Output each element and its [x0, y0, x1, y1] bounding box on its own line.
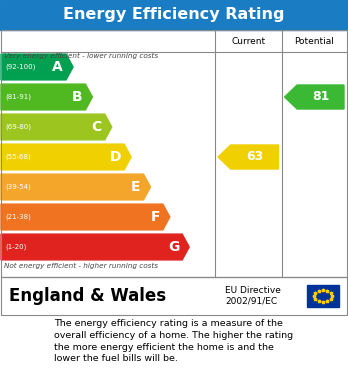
Bar: [1, 30, 347, 277]
Text: Current: Current: [231, 36, 266, 45]
Text: England & Wales: England & Wales: [9, 287, 166, 305]
Polygon shape: [1, 114, 112, 140]
Polygon shape: [1, 84, 93, 110]
Text: E: E: [131, 180, 141, 194]
Text: G: G: [168, 240, 179, 254]
Text: Potential: Potential: [294, 36, 334, 45]
Text: (92-100): (92-100): [5, 64, 35, 70]
Text: (81-91): (81-91): [5, 94, 31, 100]
Text: (39-54): (39-54): [5, 184, 31, 190]
Text: 81: 81: [312, 90, 329, 104]
Text: D: D: [110, 150, 121, 164]
Text: (55-68): (55-68): [5, 154, 31, 160]
Polygon shape: [1, 234, 189, 260]
Text: A: A: [52, 60, 63, 74]
Text: C: C: [92, 120, 102, 134]
Bar: [1, 277, 347, 315]
Polygon shape: [1, 204, 170, 230]
Text: (69-80): (69-80): [5, 124, 31, 130]
Bar: [307, 285, 339, 307]
Text: F: F: [150, 210, 160, 224]
Polygon shape: [218, 145, 278, 169]
Text: EU Directive
2002/91/EC: EU Directive 2002/91/EC: [225, 286, 281, 306]
Text: The energy efficiency rating is a measure of the
overall efficiency of a home. T: The energy efficiency rating is a measur…: [54, 319, 294, 363]
Text: (1-20): (1-20): [5, 244, 26, 250]
Polygon shape: [1, 144, 131, 170]
Polygon shape: [285, 85, 344, 109]
Text: B: B: [72, 90, 82, 104]
Text: Energy Efficiency Rating: Energy Efficiency Rating: [63, 7, 285, 23]
Text: 63: 63: [246, 151, 263, 163]
Bar: [0, 0, 348, 30]
Polygon shape: [1, 174, 150, 200]
Text: (21-38): (21-38): [5, 214, 31, 220]
Polygon shape: [1, 54, 73, 80]
Text: Not energy efficient - higher running costs: Not energy efficient - higher running co…: [4, 263, 158, 269]
Text: Very energy efficient - lower running costs: Very energy efficient - lower running co…: [4, 53, 158, 59]
